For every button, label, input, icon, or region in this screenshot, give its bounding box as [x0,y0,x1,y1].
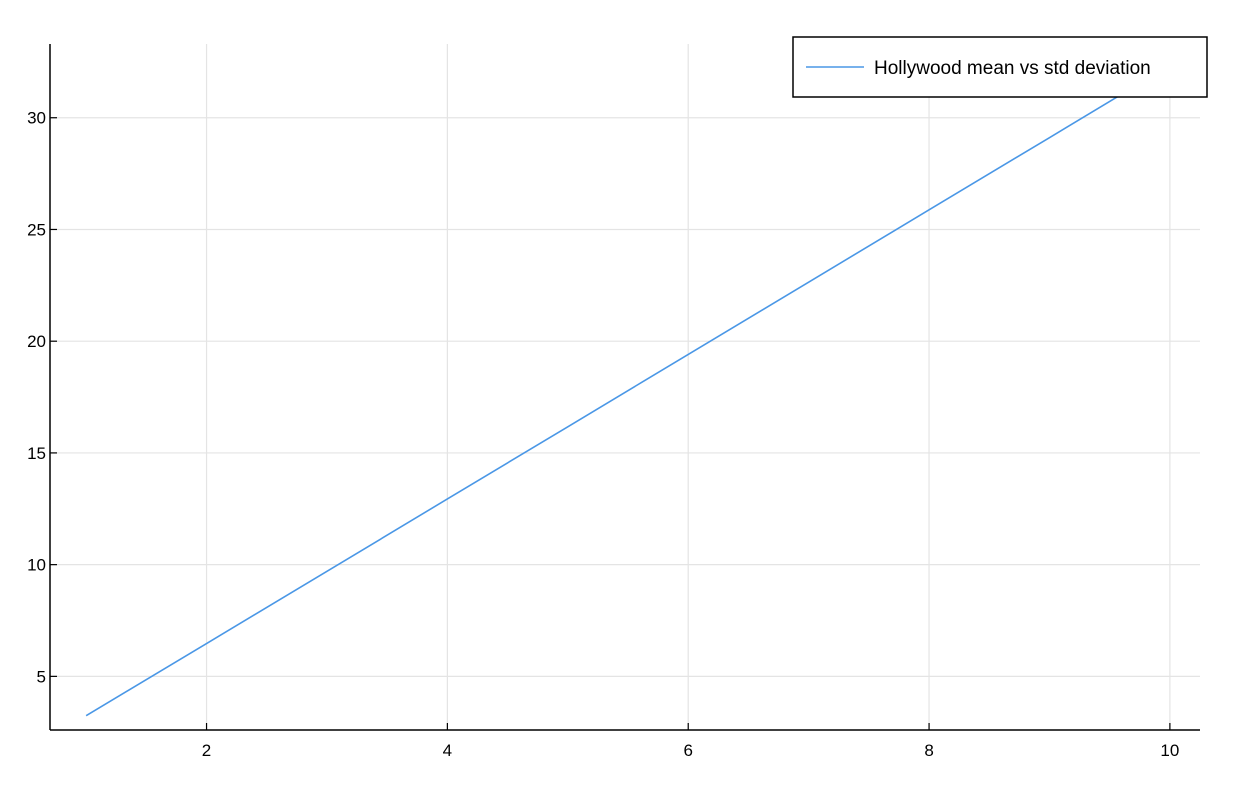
axes [49,44,1200,731]
x-tick-label: 10 [1160,741,1179,760]
grid-lines [50,44,1200,730]
legend-label: Hollywood mean vs std deviation [874,58,1151,79]
legend: Hollywood mean vs std deviation [792,36,1208,98]
y-tick-label: 25 [27,220,46,239]
series-line [85,64,1171,717]
y-tick-label: 20 [27,332,46,351]
y-tick-label: 30 [27,109,46,128]
x-tick-label: 4 [443,741,452,760]
tick-labels: 2 4 6 8 10 5 10 15 20 25 30 [27,109,1179,760]
series-layer [85,64,1171,717]
x-tick-label: 8 [924,741,933,760]
y-tick-label: 10 [27,556,46,575]
x-tick-label: 6 [683,741,692,760]
y-tick-label: 15 [27,444,46,463]
x-tick-label: 2 [202,741,211,760]
y-tick-label: 5 [37,667,46,686]
